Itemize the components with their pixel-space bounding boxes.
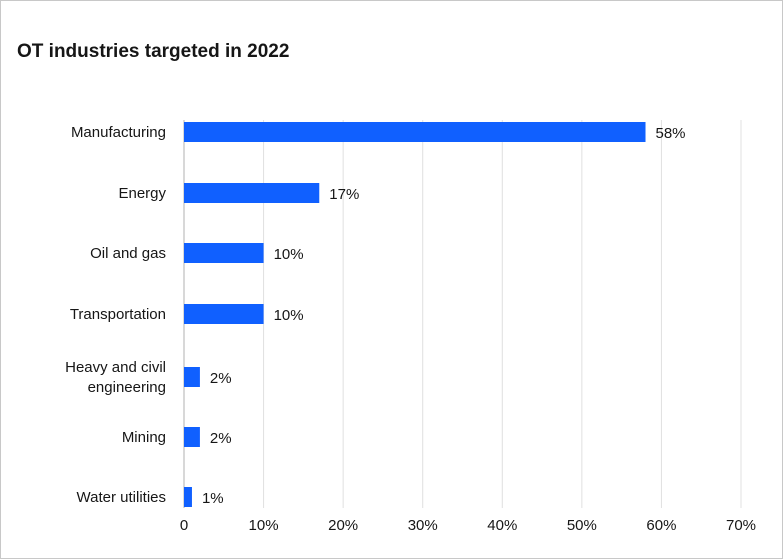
bar: [184, 367, 200, 387]
data-label: 1%: [202, 490, 224, 507]
bar: [184, 122, 646, 142]
x-tick-label: 0: [180, 517, 188, 534]
x-tick-label: 50%: [567, 517, 597, 534]
category-label: Heavy and civil: [65, 359, 166, 376]
category-label: Energy: [118, 185, 166, 202]
bar: [184, 304, 264, 324]
x-tick-label: 20%: [328, 517, 358, 534]
category-label: engineering: [88, 379, 166, 396]
chart-title: OT industries targeted in 2022: [17, 41, 290, 62]
x-tick-label: 10%: [249, 517, 279, 534]
x-tick-label: 30%: [408, 517, 438, 534]
data-label: 10%: [274, 246, 304, 263]
x-tick-label: 60%: [646, 517, 676, 534]
bar: [184, 183, 320, 203]
data-label: 2%: [210, 370, 232, 387]
category-label: Oil and gas: [90, 245, 166, 262]
category-label: Water utilities: [77, 489, 166, 506]
category-label: Transportation: [70, 306, 166, 323]
data-label: 17%: [329, 186, 359, 203]
category-label: Mining: [122, 429, 166, 446]
data-label: 10%: [274, 307, 304, 324]
x-tick-label: 40%: [487, 517, 517, 534]
category-label: Manufacturing: [71, 124, 166, 141]
x-tick-label: 70%: [726, 517, 756, 534]
data-label: 58%: [656, 125, 686, 142]
data-label: 2%: [210, 430, 232, 447]
bar: [184, 487, 192, 507]
bar: [184, 427, 200, 447]
bar: [184, 243, 264, 263]
